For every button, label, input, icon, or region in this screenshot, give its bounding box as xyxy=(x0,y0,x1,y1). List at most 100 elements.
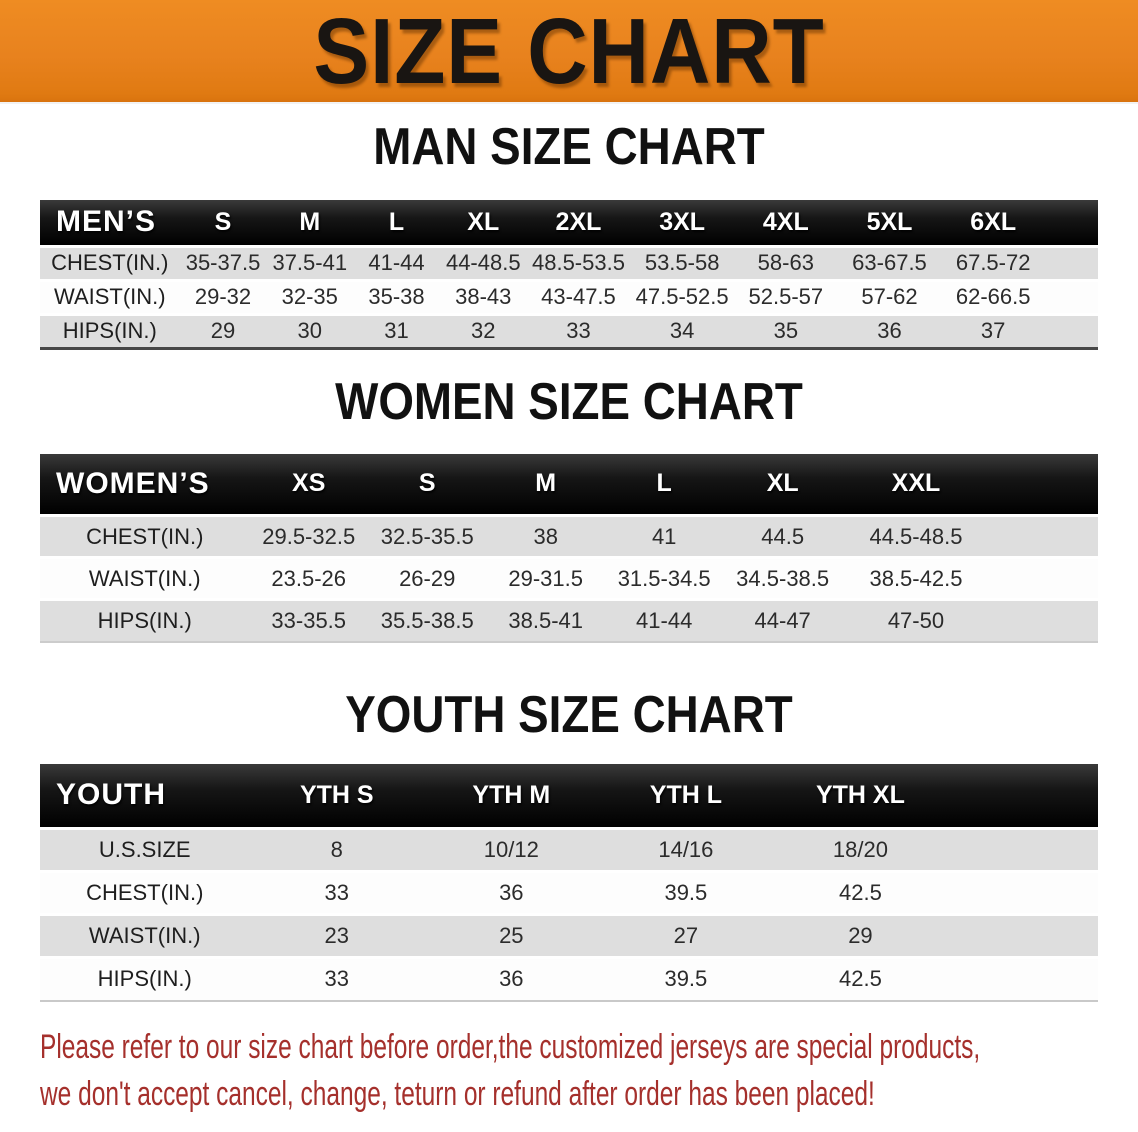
value-cell: 38.5-41 xyxy=(508,607,583,633)
value-cell: 33 xyxy=(324,966,349,992)
disclaimer-text: Please refer to our size chart before or… xyxy=(40,1024,981,1118)
header-spacer-cell xyxy=(990,453,1098,516)
size-column-header: S xyxy=(367,453,487,516)
measure-label-cell: HIPS(IN.) xyxy=(97,966,192,992)
value-cell: 34.5-38.5 xyxy=(736,565,830,591)
value-cell: 33-35.5 xyxy=(271,607,347,633)
value-cell: 30 xyxy=(297,318,322,343)
value-cell: 41 xyxy=(651,523,677,549)
row-spacer-cell xyxy=(948,915,1098,958)
table-row: WAIST(IN.) 29-32 32-35 35-38 38-43 43-47.5 47.… xyxy=(40,280,1098,314)
value-cell: 29 xyxy=(210,318,236,343)
value-cell: 14/16 xyxy=(658,837,714,862)
value-cell: 44.5-48.5 xyxy=(869,523,963,549)
value-cell: 25 xyxy=(499,923,524,948)
row-spacer-cell xyxy=(948,829,1098,872)
value-cell: 35.5-38.5 xyxy=(380,607,474,633)
value-cell: 31.5-34.5 xyxy=(617,565,711,591)
value-cell: 29-31.5 xyxy=(508,565,583,591)
value-cell: 8 xyxy=(330,837,343,862)
header-spacer-cell xyxy=(1045,200,1098,246)
row-spacer-cell xyxy=(990,558,1098,600)
value-cell: 35-38 xyxy=(368,284,425,309)
men-section: MAN SIZE CHART MEN’S S M L XL 2XL 3XL 4XL 5XL 6XL… xyxy=(0,121,1138,350)
measure-label-cell: WAIST(IN.) xyxy=(88,565,201,591)
value-cell: 57-62 xyxy=(861,284,918,309)
size-column-header: L xyxy=(604,453,724,516)
table-header-label: MEN’S xyxy=(40,200,180,246)
size-column-header: L xyxy=(353,200,440,246)
value-cell: 44.5 xyxy=(761,523,805,549)
value-cell: 27 xyxy=(673,923,699,948)
table-row: CHEST(IN.) 33 36 39.5 42.5 xyxy=(40,871,1098,915)
size-column-header: YTH L xyxy=(598,763,774,829)
value-cell: 52.5-57 xyxy=(748,284,824,309)
value-cell: 32 xyxy=(471,318,496,343)
size-column-header: M xyxy=(486,453,605,516)
row-spacer-cell xyxy=(990,516,1098,558)
header-spacer-cell xyxy=(947,763,1098,829)
value-cell: 41-44 xyxy=(636,607,693,633)
value-cell: 38-43 xyxy=(455,284,512,309)
size-column-header: 4XL xyxy=(733,200,838,246)
value-cell: 31 xyxy=(384,318,409,343)
value-cell: 10/12 xyxy=(483,837,539,862)
value-cell: 23.5-26 xyxy=(271,565,347,591)
value-cell: 53.5-58 xyxy=(644,250,720,275)
youth-size-table: YOUTH YTH S YTH M YTH L YTH XL U.S.SIZE 8 10/12… xyxy=(40,763,1098,1002)
row-spacer-cell xyxy=(1045,280,1098,314)
size-column-header: M xyxy=(266,200,354,246)
table-header-row: YOUTH YTH S YTH M YTH L YTH XL xyxy=(40,763,1098,829)
section-heading-youth: YOUTH SIZE CHART xyxy=(345,685,793,744)
size-column-header: 3XL xyxy=(630,200,734,246)
value-cell: 44-48.5 xyxy=(445,250,521,275)
banner-title: SIZE CHART xyxy=(313,0,825,103)
section-heading-men: MAN SIZE CHART xyxy=(373,118,765,176)
table-row: CHEST(IN.) 35-37.5 37.5-41 41-44 44-48.5 48.5… xyxy=(40,246,1098,280)
value-cell: 36 xyxy=(877,318,902,343)
value-cell: 41-44 xyxy=(368,250,425,275)
value-cell: 37 xyxy=(980,318,1006,343)
value-cell: 42.5 xyxy=(839,880,882,905)
size-column-header: S xyxy=(179,200,267,246)
value-cell: 35-37.5 xyxy=(185,250,261,275)
value-cell: 38 xyxy=(533,523,558,549)
table-row: WAIST(IN.) 23.5-26 26-29 29-31.5 31.5-34.5 34… xyxy=(40,557,1098,600)
value-cell: 37.5-41 xyxy=(272,250,348,275)
measure-label-cell: HIPS(IN.) xyxy=(97,607,192,633)
measure-label-cell: CHEST(IN.) xyxy=(86,880,204,905)
table-row: U.S.SIZE 8 10/12 14/16 18/20 xyxy=(40,828,1098,872)
youth-section: YOUTH SIZE CHART YOUTH YTH S YTH M YTH L YTH… xyxy=(0,689,1138,1002)
size-chart-banner: SIZE CHART xyxy=(0,0,1138,104)
measure-label-cell: WAIST(IN.) xyxy=(54,284,166,309)
section-heading-women: WOMEN SIZE CHART xyxy=(335,372,803,431)
value-cell: 42.5 xyxy=(839,966,882,992)
size-column-header: 6XL xyxy=(941,200,1045,246)
size-column-header: 5XL xyxy=(837,200,942,246)
value-cell: 39.5 xyxy=(664,880,708,905)
women-section: WOMEN SIZE CHART WOMEN’S XS S M L XL XXL CHEST(… xyxy=(0,376,1138,643)
value-cell: 39.5 xyxy=(664,966,708,992)
value-cell: 26-29 xyxy=(399,565,456,591)
table-header-row: MEN’S S M L XL 2XL 3XL 4XL 5XL 6XL xyxy=(40,200,1098,246)
measure-label-cell: WAIST(IN.) xyxy=(88,923,201,948)
size-column-header: XS xyxy=(249,453,368,516)
size-column-header: YTH M xyxy=(424,763,599,829)
measure-label-cell: CHEST(IN.) xyxy=(86,523,204,549)
size-column-header: 2XL xyxy=(526,200,631,246)
men-size-table: MEN’S S M L XL 2XL 3XL 4XL 5XL 6XL CHEST(IN.) 35-37… xyxy=(40,200,1098,350)
table-row: HIPS(IN.) 29 30 31 32 33 34 35 36 37 xyxy=(40,314,1098,348)
table-row: HIPS(IN.) 33 36 39.5 42.5 xyxy=(40,957,1098,1001)
row-spacer-cell xyxy=(1045,246,1098,280)
measure-label-cell: U.S.SIZE xyxy=(98,837,191,862)
disclaimer-line-1: Please refer to our size chart before or… xyxy=(40,1027,981,1066)
value-cell: 23 xyxy=(324,923,349,948)
value-cell: 63-67.5 xyxy=(852,250,927,275)
value-cell: 33 xyxy=(324,880,349,905)
value-cell: 33 xyxy=(566,318,591,343)
value-cell: 38.5-42.5 xyxy=(869,565,963,591)
value-cell: 34 xyxy=(669,318,695,343)
value-cell: 43-47.5 xyxy=(541,284,616,309)
disclaimer-line-2: we don't accept cancel, change, teturn o… xyxy=(40,1074,875,1113)
measure-label-cell: CHEST(IN.) xyxy=(51,250,169,275)
